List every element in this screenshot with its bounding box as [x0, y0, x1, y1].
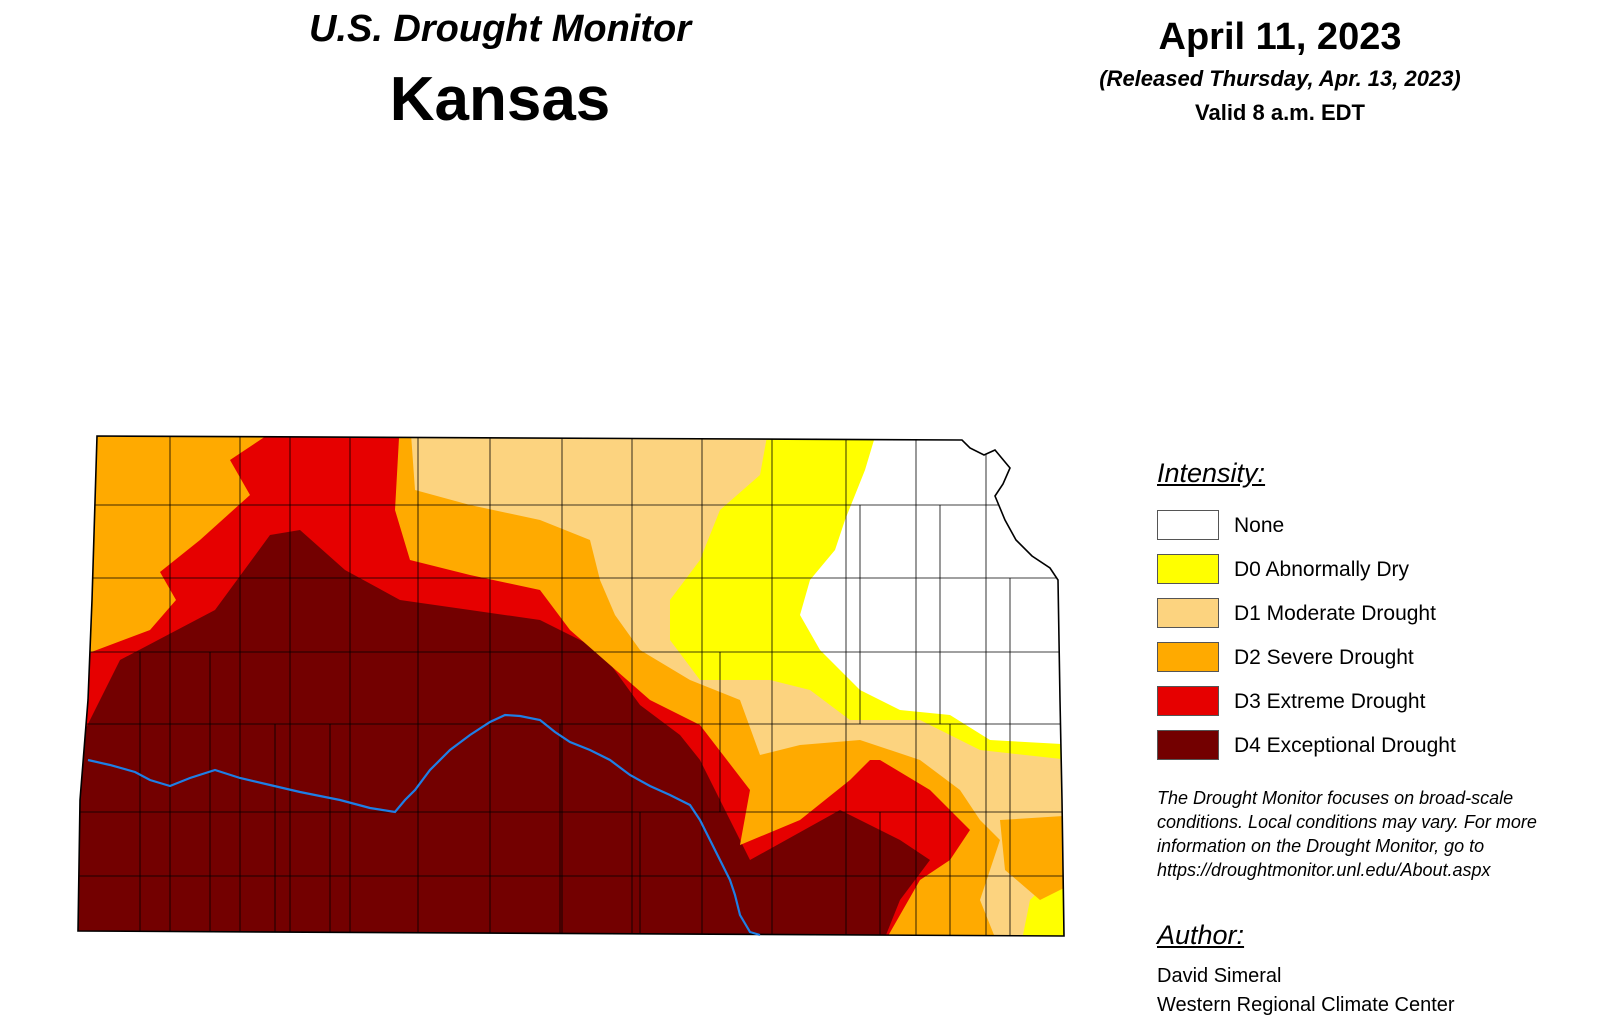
map-date: April 11, 2023: [1158, 16, 1402, 58]
author-block: David Simeral Western Regional Climate C…: [1157, 962, 1455, 1020]
state-border: [77, 435, 1065, 937]
region-d2-southeast: [1000, 815, 1064, 900]
author-heading: Author:: [1157, 920, 1245, 950]
legend-label: D3 Extreme Drought: [1234, 690, 1426, 713]
author-name: David Simeral: [1157, 965, 1282, 987]
valid-time: Valid 8 a.m. EDT: [1195, 100, 1365, 125]
state-name: Kansas: [389, 65, 611, 134]
legend-swatch: [1157, 598, 1219, 628]
map-title: U.S. Drought Monitor: [308, 8, 692, 50]
legend-title: Intensity:: [1157, 458, 1266, 488]
region-d1-east: [990, 760, 1064, 810]
legend-swatch: [1157, 642, 1219, 672]
legend-swatch: [1157, 730, 1219, 760]
disclaimer-note: The Drought Monitor focuses on broad-sca…: [1157, 788, 1537, 880]
legend-label: D4 Exceptional Drought: [1234, 734, 1456, 757]
author-org: Western Regional Climate Center: [1157, 994, 1455, 1016]
legend-swatch: [1157, 510, 1219, 540]
release-date: (Released Thursday, Apr. 13, 2023): [1099, 66, 1461, 91]
county-lines: [78, 436, 1064, 936]
legend-label: D1 Moderate Drought: [1234, 602, 1436, 625]
legend-swatch: [1157, 554, 1219, 584]
arkansas-river: [87, 713, 761, 937]
legend-label: D0 Abnormally Dry: [1234, 558, 1410, 581]
legend-label: D2 Severe Drought: [1234, 646, 1414, 669]
legend-swatch: [1157, 686, 1219, 716]
legend-label: None: [1234, 514, 1285, 537]
